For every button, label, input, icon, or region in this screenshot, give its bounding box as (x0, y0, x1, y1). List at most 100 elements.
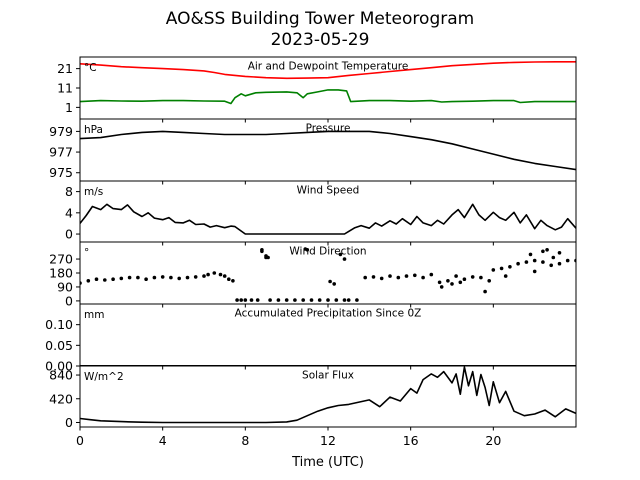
panel-solar: 840 420 0 W/m^2 Solar Flux (49, 365, 577, 431)
data-point (454, 274, 458, 278)
data-point (462, 277, 467, 282)
data-point (206, 272, 210, 277)
panel-unit: hPa (84, 124, 103, 136)
data-point (326, 298, 330, 302)
data-point (222, 274, 227, 278)
data-point (317, 298, 322, 302)
panel-precip: 0.10 0.05 0.00 mm Accumulated Precipitation … (45, 303, 577, 374)
data-point (388, 274, 392, 278)
data-point (557, 261, 562, 266)
data-point (528, 252, 533, 257)
data-point (439, 285, 444, 289)
panel-unit: °C (84, 62, 97, 74)
data-point (243, 298, 248, 302)
series-line (80, 203, 576, 235)
series-line (80, 60, 576, 80)
y-tick-label: 0.05 (45, 338, 73, 353)
x-tick-label: 12 (320, 433, 336, 448)
data-point (127, 275, 132, 280)
panel-wind: 8 4 0 m/s Wind Speed (65, 180, 577, 246)
data-point (508, 265, 512, 269)
y-tick-label: 0 (65, 227, 73, 242)
y-tick-label: 270 (49, 252, 73, 267)
y-tick-label: 840 (49, 368, 73, 383)
data-point (516, 261, 520, 266)
data-point (429, 272, 434, 277)
series-line (80, 366, 576, 424)
data-point (524, 260, 529, 264)
data-point (268, 298, 272, 302)
data-point (305, 248, 310, 252)
data-point (545, 248, 549, 252)
y-tick-label: 21 (57, 61, 73, 76)
data-point (483, 289, 487, 294)
x-tick-label: 20 (485, 433, 501, 448)
data-point (491, 268, 496, 272)
data-point (450, 282, 454, 286)
data-point (470, 275, 475, 279)
data-point (479, 275, 483, 280)
data-point (86, 279, 91, 283)
chart-title-line2: 2023-05-29 (271, 30, 370, 50)
y-tick-label: 1 (65, 100, 73, 115)
data-point (152, 275, 157, 280)
data-point (235, 298, 239, 302)
data-point (293, 298, 297, 302)
data-point (363, 275, 368, 280)
data-point (503, 274, 508, 278)
y-tick-label: 420 (49, 391, 73, 406)
data-point (371, 275, 376, 279)
data-point (446, 279, 450, 283)
data-point (202, 274, 206, 278)
panel-unit: mm (84, 309, 104, 321)
panel-unit: W/m^2 (84, 371, 124, 383)
data-point (193, 275, 198, 279)
data-point (334, 298, 339, 302)
y-tick-label: 0.00 (45, 359, 73, 374)
y-tick-label: 90 (57, 279, 73, 294)
data-point (177, 276, 181, 281)
data-point (309, 298, 314, 302)
data-point (144, 277, 148, 282)
y-tick-label: 0 (65, 293, 73, 308)
data-point (260, 248, 264, 252)
data-point (103, 278, 107, 282)
data-point (255, 298, 260, 302)
data-point (551, 255, 556, 260)
y-tick-label: 180 (49, 266, 73, 281)
series-line (80, 130, 576, 171)
data-point (342, 298, 347, 302)
y-tick-label: 0.10 (45, 317, 73, 332)
data-point (487, 279, 492, 283)
panel-title: Solar Flux (302, 370, 354, 382)
data-point (355, 298, 359, 302)
x-tick-label: 0 (76, 433, 84, 448)
x-tick-label: 4 (159, 433, 167, 448)
data-point (557, 251, 562, 255)
data-point (218, 272, 223, 277)
panel-pres: 979 977 975 hPa Pressure (49, 118, 577, 185)
panel-title: Pressure (306, 123, 351, 135)
series-line (80, 89, 576, 105)
data-point (239, 298, 243, 302)
chart-title-line1: AO&SS Building Tower Meteorogram (166, 9, 474, 29)
data-point (284, 298, 289, 302)
data-point (185, 275, 190, 280)
panel-title: Air and Dewpoint Temperature (248, 61, 409, 73)
data-point (249, 298, 254, 302)
y-tick-label: 975 (49, 165, 73, 180)
y-tick-label: 8 (65, 184, 73, 199)
data-point (338, 252, 343, 257)
data-point (301, 298, 306, 302)
data-point (328, 279, 332, 284)
data-point (227, 277, 231, 282)
data-point (160, 275, 165, 279)
data-point (332, 282, 337, 286)
data-point (532, 269, 537, 274)
panel-unit: ° (84, 247, 89, 259)
data-point (404, 274, 409, 278)
data-point (169, 275, 173, 280)
